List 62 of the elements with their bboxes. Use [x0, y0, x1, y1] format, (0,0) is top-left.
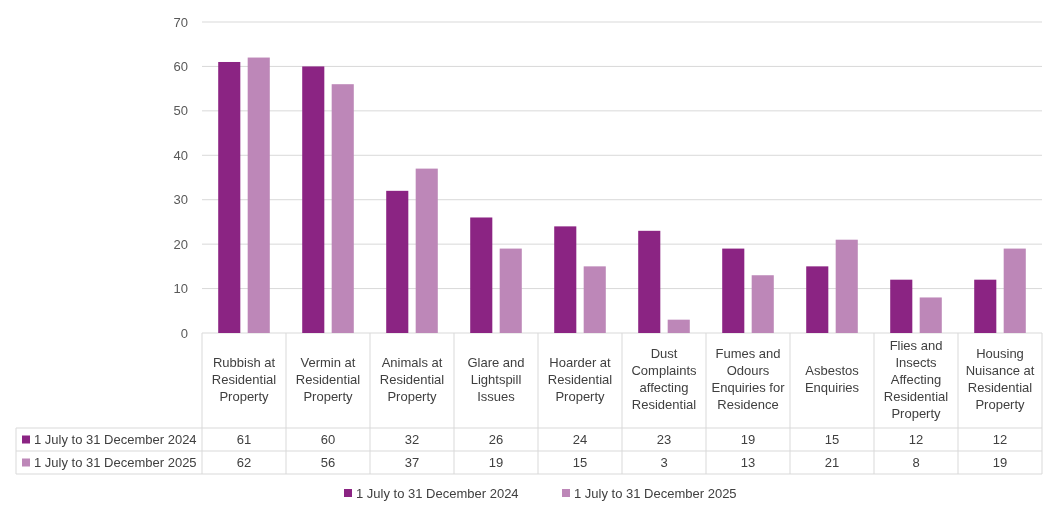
x-tick-label: Flies and Insects Affecting Residential Property	[883, 337, 949, 421]
x-tick-label: Fumes and Odours Enquiries for Residence	[711, 346, 786, 413]
x-tick-label: Rubbish at Residential Property	[211, 354, 277, 404]
bar	[974, 279, 997, 333]
bar	[638, 230, 661, 333]
bar	[415, 168, 438, 333]
x-tick-label: Vermin at Residential Property	[295, 354, 361, 404]
bar	[499, 248, 522, 333]
data-label: 23	[656, 432, 672, 448]
bar	[722, 248, 745, 333]
bar	[218, 61, 241, 333]
y-tick-label: 50	[173, 103, 188, 119]
bar	[667, 319, 690, 333]
data-label: 12	[992, 432, 1008, 448]
data-label: 15	[824, 432, 840, 448]
data-label: 56	[320, 455, 336, 471]
bar	[247, 57, 270, 333]
bar	[835, 239, 858, 333]
data-label: 21	[824, 455, 840, 471]
y-tick-label: 20	[173, 236, 188, 252]
bar	[806, 266, 829, 333]
y-tick-label: 10	[173, 281, 188, 297]
data-label: 24	[572, 432, 588, 448]
data-label: 19	[740, 432, 756, 448]
bar	[386, 190, 409, 333]
legend-label: 1 July to 31 December 2025	[34, 455, 197, 471]
x-tick-label: Housing Nuisance at Residential Property	[965, 346, 1035, 413]
data-label: 3	[660, 455, 668, 471]
data-label: 60	[320, 432, 336, 448]
x-tick-label: Hoarder at Residential Property	[547, 354, 613, 404]
bar	[583, 266, 606, 333]
data-label: 62	[236, 455, 252, 471]
data-label: 32	[404, 432, 420, 448]
data-label: 15	[572, 455, 588, 471]
bar	[751, 275, 774, 333]
bar	[554, 226, 577, 333]
data-label: 26	[488, 432, 504, 448]
data-label: 19	[992, 455, 1008, 471]
data-label: 37	[404, 455, 420, 471]
text: 1 July to 31 December 2024	[356, 485, 519, 501]
y-tick-label: 70	[173, 14, 188, 30]
data-label: 12	[908, 432, 924, 448]
x-tick-label: Dust Complaints affecting Residential	[631, 346, 698, 413]
data-label: 61	[236, 432, 252, 448]
x-tick-label: Animals at Residential Property	[379, 354, 445, 404]
data-label: 19	[488, 455, 504, 471]
y-tick-label: 40	[173, 147, 188, 163]
legend-label: 1 July to 31 December 2024	[34, 432, 197, 448]
bar	[331, 84, 354, 333]
bar	[919, 297, 942, 333]
y-tick-label: 0	[180, 325, 188, 341]
bar	[890, 279, 913, 333]
y-tick-label: 30	[173, 192, 188, 208]
y-tick-label: 60	[173, 58, 188, 74]
bar	[470, 217, 493, 333]
data-label: 13	[740, 455, 756, 471]
x-tick-label: Glare and Lightspill Issues	[467, 354, 525, 404]
data-label: 8	[912, 455, 920, 471]
bar	[1003, 248, 1026, 333]
text: 1 July to 31 December 2025	[574, 485, 737, 501]
x-tick-label: Asbestos Enquiries	[804, 363, 860, 396]
bar	[302, 66, 325, 333]
